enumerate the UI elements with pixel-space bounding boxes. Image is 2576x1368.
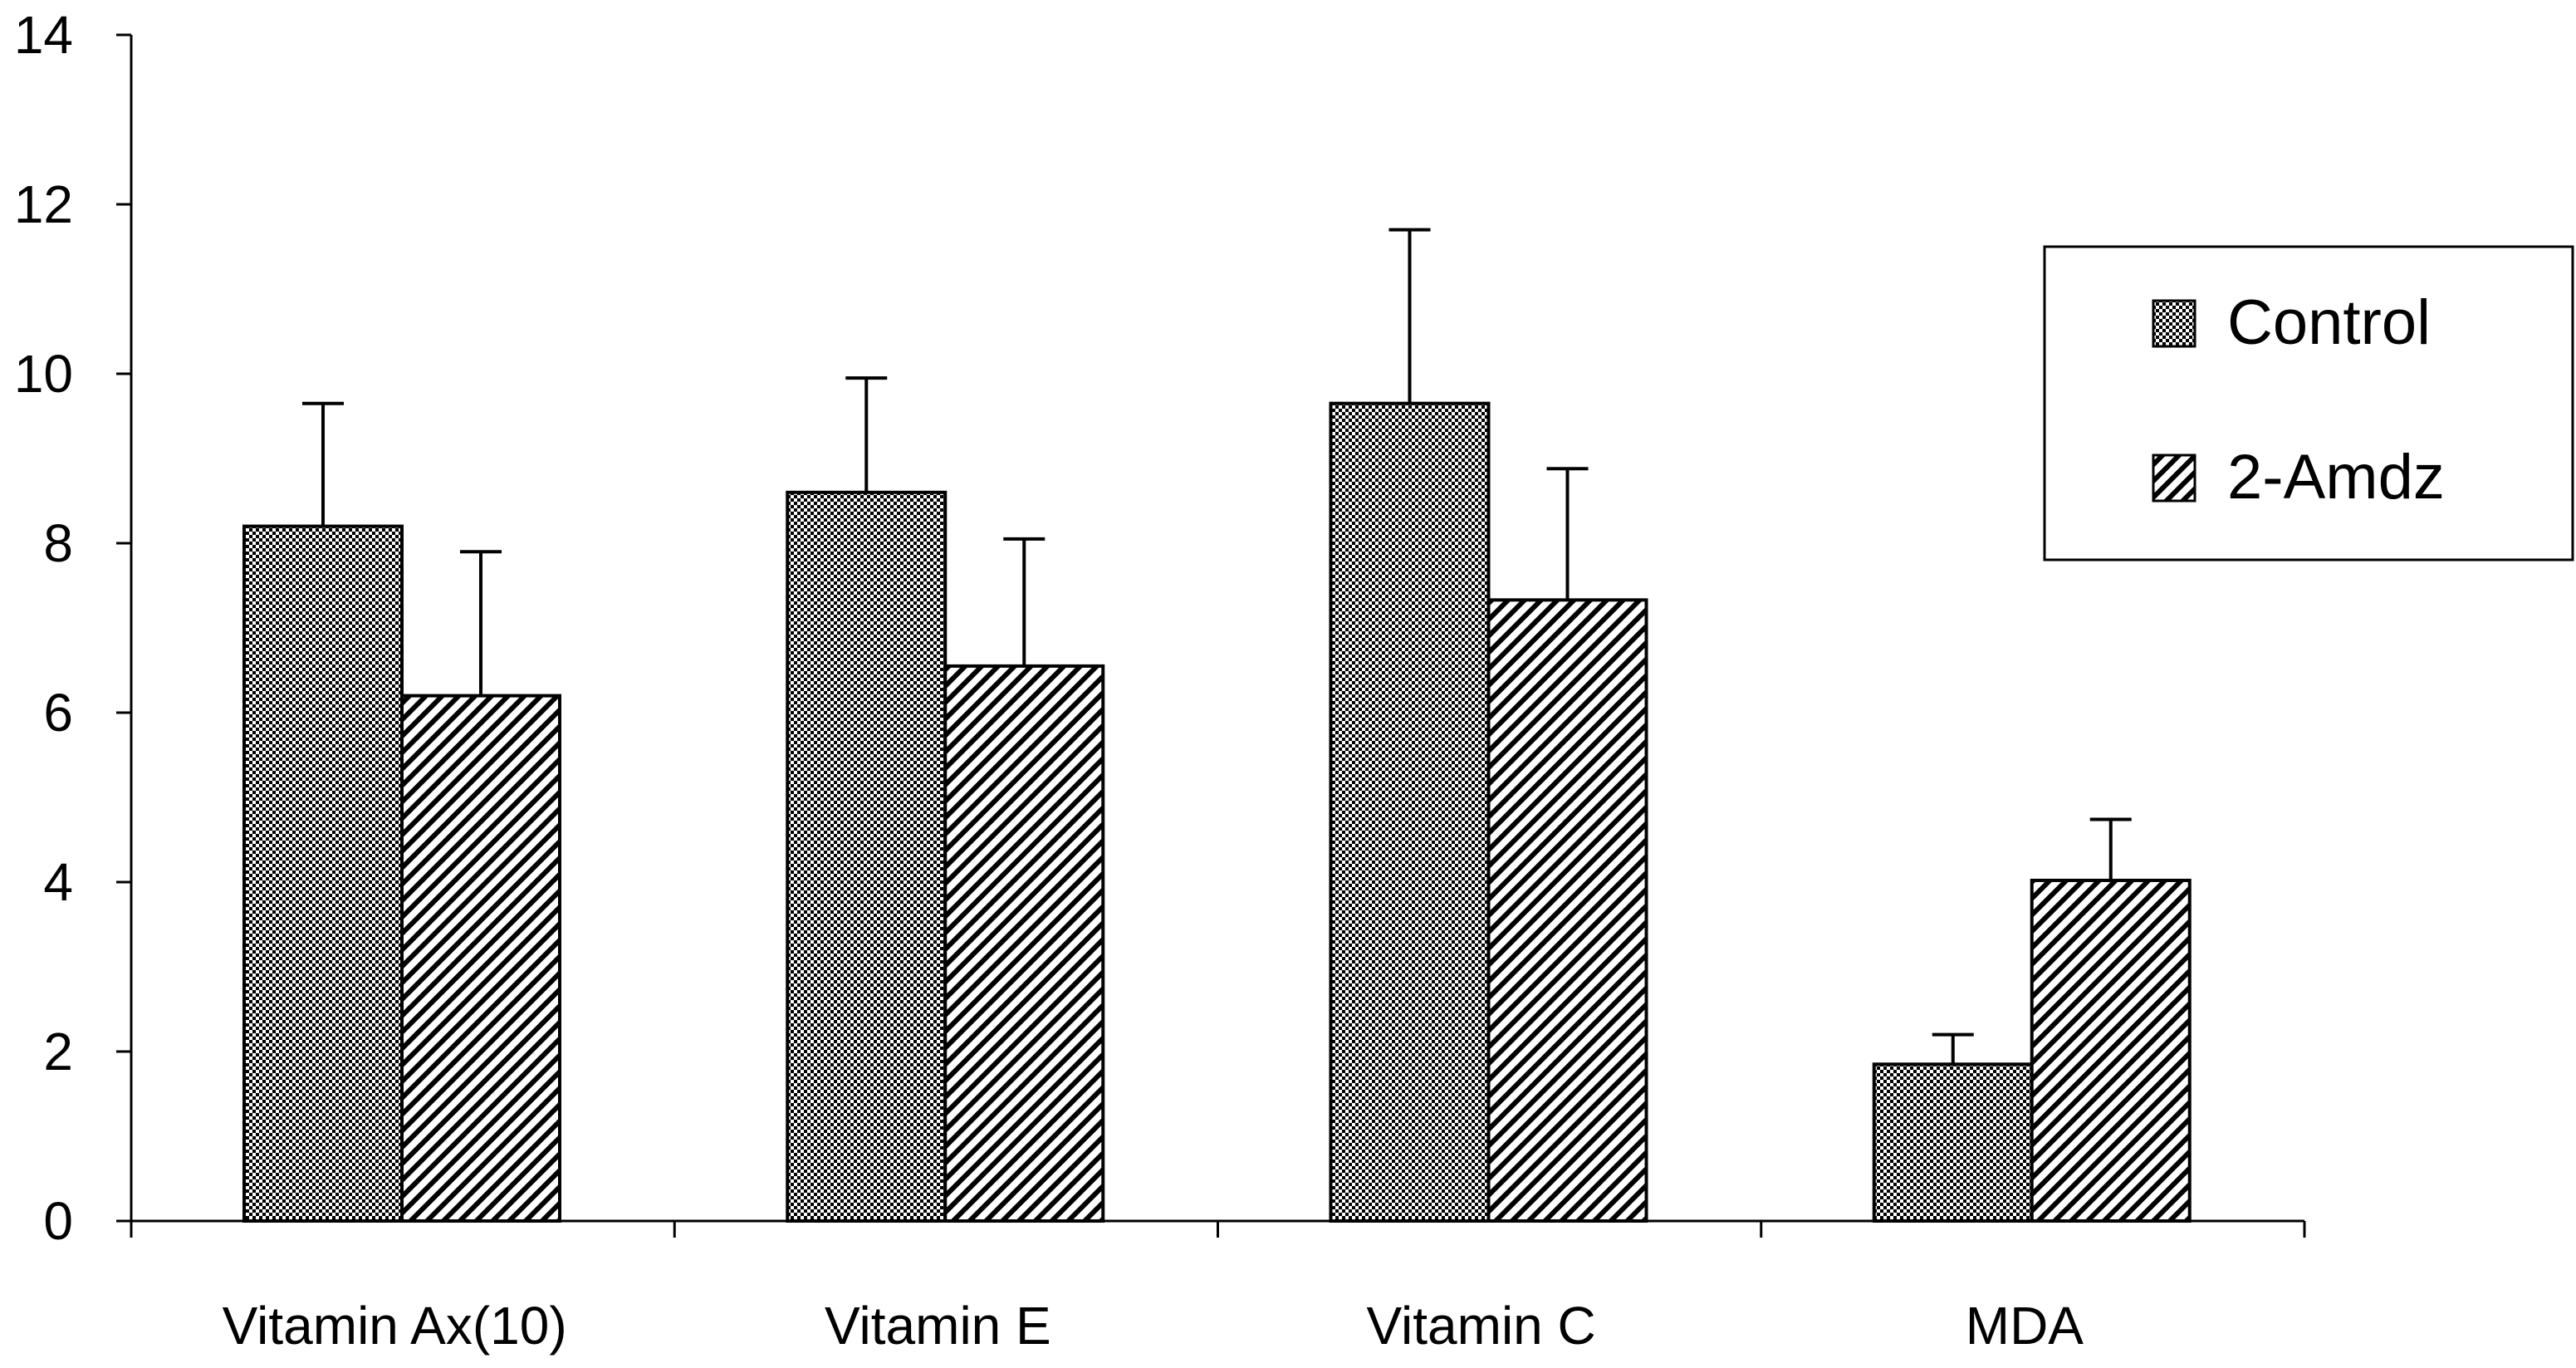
y-tick-label: 8 [43, 513, 73, 573]
legend-label-control: Control [2227, 287, 2431, 358]
legend-box [2043, 245, 2574, 561]
y-tick-label: 14 [14, 5, 73, 65]
error-bars [302, 228, 2132, 1065]
legend-swatch-2-amdz [2152, 454, 2196, 503]
legend-swatch-control [2152, 299, 2196, 348]
category-label: Vitamin C [1367, 1296, 1596, 1356]
bar-2-amdz [400, 694, 561, 1223]
category-label: Vitamin E [825, 1296, 1051, 1356]
bar-2-amdz [2030, 878, 2192, 1223]
bars [242, 401, 2192, 1223]
y-tick-label: 10 [14, 344, 73, 404]
y-tick-label: 6 [43, 683, 73, 743]
category-label: MDA [1966, 1296, 2084, 1356]
y-axis-ticks: 0 2 4 6 8 10 12 14 [14, 5, 131, 1251]
y-tick-label: 0 [43, 1191, 73, 1251]
category-labels: Vitamin Ax(10) Vitamin E Vitamin C MDA [223, 1296, 2084, 1356]
bar-2-amdz [1486, 598, 1648, 1223]
category-label: Vitamin Ax(10) [223, 1296, 567, 1356]
legend: Control 2-Amdz [2043, 245, 2574, 561]
bar-control [786, 490, 948, 1223]
bar-2-amdz [943, 664, 1105, 1223]
y-tick-label: 4 [43, 852, 73, 912]
y-tick-label: 12 [14, 174, 73, 234]
bar-control [1329, 401, 1491, 1223]
legend-label-2-amdz: 2-Amdz [2227, 442, 2445, 512]
bar-control [1872, 1062, 2034, 1223]
y-tick-label: 2 [43, 1022, 73, 1081]
bar-control [242, 524, 404, 1223]
